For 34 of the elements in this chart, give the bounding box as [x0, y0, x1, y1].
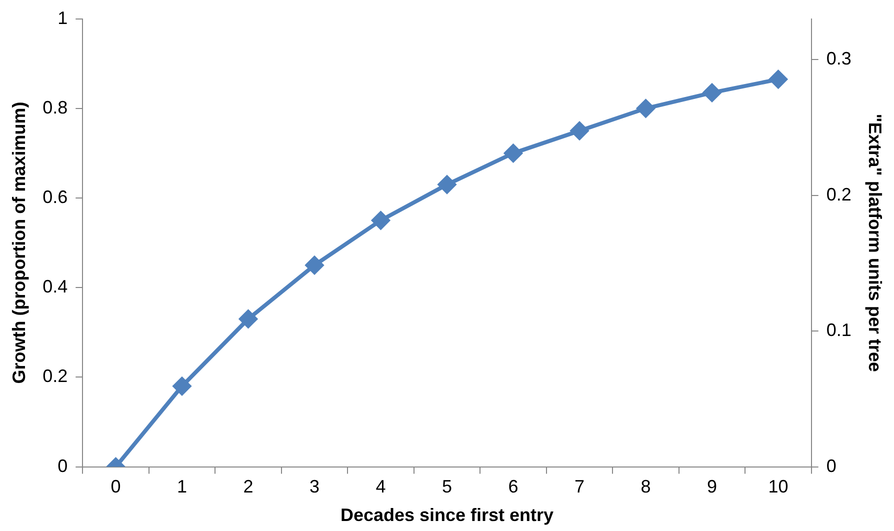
x-tick-label: 9	[706, 476, 718, 497]
x-tick-label: 5	[442, 476, 452, 497]
y-axis-title: Growth (proportion of maximum)	[8, 102, 29, 384]
y-tick-label: 0	[58, 456, 68, 476]
y2-tick-label: 0.1	[826, 320, 852, 340]
x-tick-label: 4	[376, 476, 386, 497]
x-tick-label: 8	[640, 476, 651, 497]
x-tick-label: 0	[110, 476, 121, 497]
point	[570, 122, 588, 140]
point	[769, 70, 788, 88]
point	[703, 84, 721, 102]
point	[173, 377, 191, 396]
y-tick-label: 0.8	[42, 97, 68, 118]
point	[306, 256, 324, 274]
x-tick-label: 6	[508, 476, 518, 497]
y2-tick-label: 0.2	[826, 184, 852, 204]
y2-tick-label: 0	[826, 456, 836, 476]
point	[372, 211, 390, 230]
point	[438, 176, 456, 194]
y-tick-label: 0.4	[42, 276, 68, 297]
point	[504, 144, 522, 162]
y-tick-label: 0.6	[42, 186, 68, 207]
point	[636, 99, 655, 118]
x-axis-title: Decades since first entry	[340, 505, 554, 526]
x-tick-label: 7	[574, 476, 585, 497]
y2-tick-label: 0.3	[826, 48, 852, 68]
y-tick-label: 1	[58, 8, 68, 28]
y2-axis-title: "Extra" platform units per tree	[865, 114, 886, 372]
x-tick-label: 2	[243, 476, 254, 497]
x-tick-label: 10	[768, 476, 788, 497]
point	[239, 310, 258, 328]
x-tick-label: 3	[309, 476, 320, 497]
y-tick-label: 0.2	[42, 366, 68, 386]
x-tick-label: 1	[176, 476, 188, 497]
